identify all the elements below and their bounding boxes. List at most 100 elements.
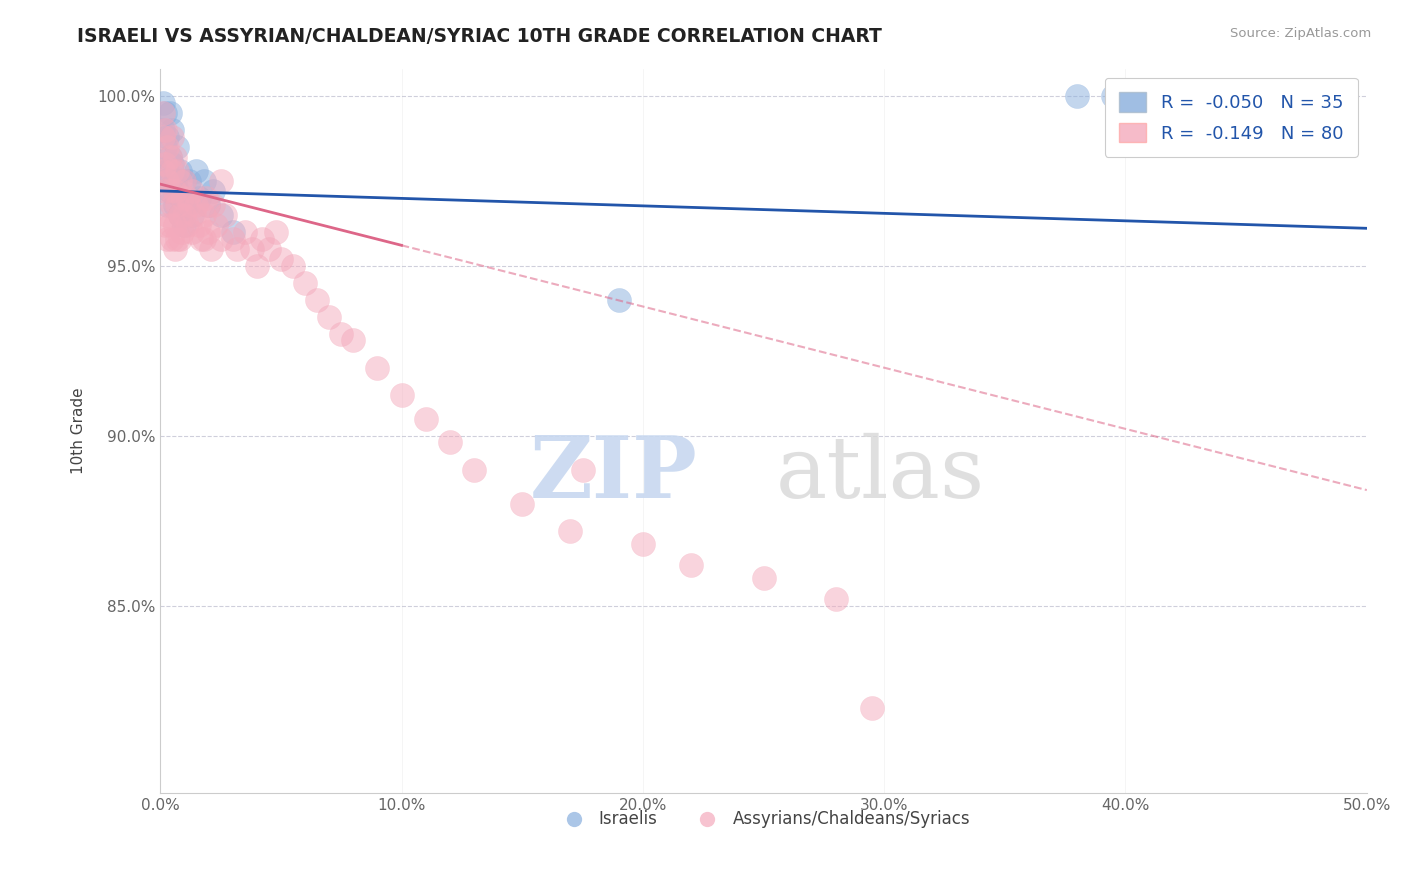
Point [186, 197, 208, 211]
Point [860, 700, 883, 714]
Point [162, 197, 184, 211]
Point [391, 388, 413, 402]
Point [221, 225, 243, 239]
Point [153, 139, 176, 153]
Legend: Israelis, Assyrians/Chaldeans/Syriacs: Israelis, Assyrians/Chaldeans/Syriacs [550, 804, 977, 835]
Point [752, 572, 775, 586]
Point [153, 105, 176, 120]
Point [152, 105, 174, 120]
Point [221, 231, 243, 245]
Point [366, 360, 388, 375]
Point [162, 163, 184, 178]
Point [152, 129, 174, 144]
Point [294, 276, 316, 290]
Point [250, 231, 273, 245]
Point [681, 558, 703, 572]
Point [307, 293, 329, 307]
Point [571, 463, 593, 477]
Point [152, 122, 174, 136]
Point [159, 184, 181, 198]
Point [330, 326, 353, 341]
Point [169, 174, 191, 188]
Point [415, 411, 437, 425]
Point [156, 231, 179, 245]
Point [281, 259, 304, 273]
Point [342, 334, 364, 348]
Point [179, 174, 201, 188]
Point [179, 197, 201, 211]
Point [159, 150, 181, 164]
Point [156, 197, 179, 211]
Point [176, 197, 198, 211]
Point [173, 208, 195, 222]
Point [159, 218, 181, 232]
Point [209, 174, 232, 188]
Point [156, 174, 179, 188]
Point [169, 231, 191, 245]
Point [163, 174, 186, 188]
Point [152, 95, 174, 110]
Point [607, 293, 630, 307]
Point [153, 184, 176, 198]
Point [202, 184, 225, 198]
Point [204, 218, 226, 232]
Point [176, 218, 198, 232]
Point [186, 163, 208, 178]
Point [173, 174, 195, 188]
Point [152, 163, 174, 178]
Point [264, 225, 287, 239]
Point [163, 197, 186, 211]
Point [166, 231, 188, 245]
Point [156, 139, 179, 153]
Point [187, 218, 209, 232]
Point [170, 191, 193, 205]
Point [560, 524, 582, 538]
Point [159, 105, 181, 120]
Point [170, 225, 193, 239]
Point [166, 139, 188, 153]
Point [169, 163, 191, 178]
Point [153, 174, 176, 188]
Text: Source: ZipAtlas.com: Source: ZipAtlas.com [1230, 27, 1371, 40]
Point [156, 208, 179, 222]
Point [180, 184, 202, 198]
Point [173, 174, 195, 188]
Point [510, 497, 533, 511]
Point [162, 122, 184, 136]
Point [162, 157, 184, 171]
Point [233, 225, 256, 239]
Point [166, 184, 188, 198]
Point [176, 191, 198, 205]
Point [190, 231, 212, 245]
Point [163, 150, 186, 164]
Point [187, 191, 209, 205]
Point [166, 163, 188, 178]
Point [1102, 88, 1125, 103]
Point [246, 259, 269, 273]
Point [1066, 88, 1088, 103]
Y-axis label: 10th Grade: 10th Grade [72, 387, 86, 474]
Text: ZIP: ZIP [530, 432, 697, 516]
Point [173, 218, 195, 232]
Point [257, 242, 280, 256]
Point [439, 435, 461, 450]
Point [197, 197, 219, 211]
Point [463, 463, 485, 477]
Point [270, 252, 292, 266]
Point [631, 537, 654, 551]
Point [156, 129, 179, 144]
Point [163, 218, 186, 232]
Point [169, 208, 191, 222]
Point [240, 242, 263, 256]
Point [195, 191, 218, 205]
Point [163, 242, 186, 256]
Point [193, 174, 215, 188]
Text: ISRAELI VS ASSYRIAN/CHALDEAN/SYRIAC 10TH GRADE CORRELATION CHART: ISRAELI VS ASSYRIAN/CHALDEAN/SYRIAC 10TH… [77, 27, 882, 45]
Point [825, 591, 848, 606]
Point [169, 208, 191, 222]
Point [200, 242, 222, 256]
Point [197, 225, 219, 239]
Point [180, 208, 202, 222]
Point [153, 157, 176, 171]
Point [214, 208, 236, 222]
